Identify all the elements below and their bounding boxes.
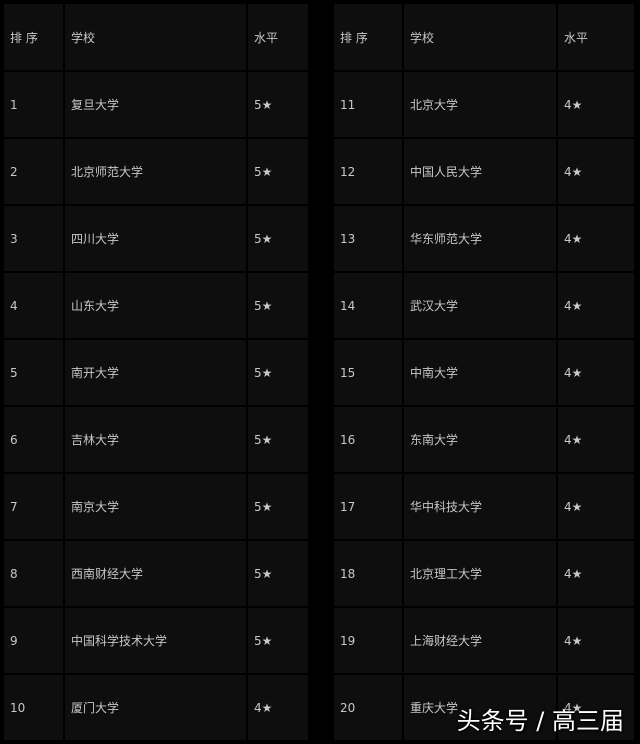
table-cell: 武汉大学 bbox=[404, 273, 556, 338]
table-cell: 17 bbox=[334, 474, 402, 539]
table-cell: 6 bbox=[4, 407, 63, 472]
table-cell: 11 bbox=[334, 72, 402, 137]
table-cell: 5★ bbox=[248, 340, 308, 405]
table-cell: 20 bbox=[334, 675, 402, 740]
table-cell: 4★ bbox=[558, 407, 634, 472]
table-cell: 南开大学 bbox=[65, 340, 246, 405]
table-cell: 12 bbox=[334, 139, 402, 204]
header-cell: 水平 bbox=[248, 4, 308, 70]
table-cell: 15 bbox=[334, 340, 402, 405]
table-cell: 4★ bbox=[558, 675, 634, 740]
table-cell: 4 bbox=[4, 273, 63, 338]
table-cell: 东南大学 bbox=[404, 407, 556, 472]
header-cell: 学校 bbox=[404, 4, 556, 70]
table-cell: 3 bbox=[4, 206, 63, 271]
table-cell: 5★ bbox=[248, 273, 308, 338]
table-cell: 4★ bbox=[558, 541, 634, 606]
table-cell: 5★ bbox=[248, 139, 308, 204]
table-cell: 北京理工大学 bbox=[404, 541, 556, 606]
table-cell: 9 bbox=[4, 608, 63, 673]
table-cell: 7 bbox=[4, 474, 63, 539]
table-cell: 10 bbox=[4, 675, 63, 740]
table-cell: 5 bbox=[4, 340, 63, 405]
header-cell: 排 序 bbox=[4, 4, 63, 70]
table-cell: 华中科技大学 bbox=[404, 474, 556, 539]
table-cell: 复旦大学 bbox=[65, 72, 246, 137]
table-cell: 13 bbox=[334, 206, 402, 271]
table-cell: 北京大学 bbox=[404, 72, 556, 137]
table-cell: 四川大学 bbox=[65, 206, 246, 271]
table-cell: 5★ bbox=[248, 608, 308, 673]
table-cell: 5★ bbox=[248, 541, 308, 606]
table-cell: 4★ bbox=[558, 474, 634, 539]
header-cell: 排 序 bbox=[334, 4, 402, 70]
table-cell: 4★ bbox=[558, 139, 634, 204]
table-cell: 2 bbox=[4, 139, 63, 204]
table-cell: 北京师范大学 bbox=[65, 139, 246, 204]
table-cell: 吉林大学 bbox=[65, 407, 246, 472]
table-cell: 中国人民大学 bbox=[404, 139, 556, 204]
watermark: 头条号 / 高三届 bbox=[456, 707, 624, 735]
table-cell: 厦门大学 bbox=[65, 675, 246, 740]
table-cell: 14 bbox=[334, 273, 402, 338]
table-cell: 4★ bbox=[248, 675, 308, 740]
table-cell: 中国科学技术大学 bbox=[65, 608, 246, 673]
table-cell: 南京大学 bbox=[65, 474, 246, 539]
table-cell: 16 bbox=[334, 407, 402, 472]
header-cell: 学校 bbox=[65, 4, 246, 70]
table-cell: 5★ bbox=[248, 206, 308, 271]
table-cell: 4★ bbox=[558, 340, 634, 405]
table-cell: 5★ bbox=[248, 474, 308, 539]
table-cell: 4★ bbox=[558, 206, 634, 271]
table-cell: 中南大学 bbox=[404, 340, 556, 405]
table-cell: 1 bbox=[4, 72, 63, 137]
table-cell: 4★ bbox=[558, 72, 634, 137]
table-cell: 5★ bbox=[248, 72, 308, 137]
table-cell: 19 bbox=[334, 608, 402, 673]
table-cell: 4★ bbox=[558, 608, 634, 673]
table-cell: 山东大学 bbox=[65, 273, 246, 338]
table-cell: 上海财经大学 bbox=[404, 608, 556, 673]
table-cell: 华东师范大学 bbox=[404, 206, 556, 271]
header-cell: 水平 bbox=[558, 4, 634, 70]
table-cell: 重庆大学 bbox=[404, 675, 556, 740]
table-cell: 4★ bbox=[558, 273, 634, 338]
table-cell: 18 bbox=[334, 541, 402, 606]
table-cell: 8 bbox=[4, 541, 63, 606]
table-cell: 5★ bbox=[248, 407, 308, 472]
table-cell: 西南财经大学 bbox=[65, 541, 246, 606]
